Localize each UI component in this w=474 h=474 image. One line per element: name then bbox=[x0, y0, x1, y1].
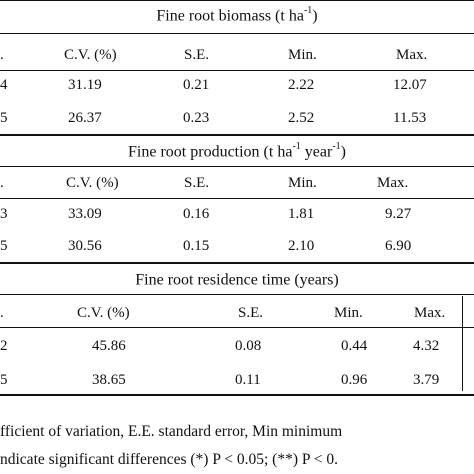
footnote-line-2: ndicate significant differences (*) P < … bbox=[0, 451, 339, 468]
section-3-header-rule bbox=[0, 327, 474, 329]
section-3-header-max: Max. bbox=[414, 305, 446, 321]
cell-max: 11.53 bbox=[393, 110, 427, 126]
row-label: 5 bbox=[0, 110, 8, 126]
cell-max: 4.32 bbox=[413, 338, 440, 354]
section-2-header-min: Min. bbox=[288, 175, 317, 191]
row-label: 2 bbox=[0, 338, 8, 354]
cell-max: 3.79 bbox=[413, 372, 440, 388]
section-1-header-max: Max. bbox=[396, 47, 428, 63]
cell-min: 2.52 bbox=[288, 110, 315, 126]
section-1-header-label: . bbox=[0, 47, 4, 63]
section-1-header-rule bbox=[0, 70, 474, 72]
cell-cv: 30.56 bbox=[68, 238, 102, 254]
section-1-header-cv: C.V. (%) bbox=[64, 47, 117, 63]
row-label: 4 bbox=[0, 77, 8, 93]
section-3-header-cv: C.V. (%) bbox=[77, 305, 130, 321]
cell-cv: 45.86 bbox=[92, 338, 126, 354]
footnote-line-1: fficient of variation, E.E. standard err… bbox=[0, 423, 343, 440]
section-2-header-cv: C.V. (%) bbox=[66, 175, 119, 191]
cell-cv: 31.19 bbox=[68, 77, 102, 93]
cell-min: 1.81 bbox=[288, 206, 315, 222]
section-2-header-label: . bbox=[0, 175, 4, 191]
section-1-header-min: Min. bbox=[288, 47, 317, 63]
section-2-bottom-rule bbox=[0, 262, 474, 264]
section-3-header-label: . bbox=[0, 305, 4, 321]
cell-cv: 33.09 bbox=[68, 206, 102, 222]
section-1-top-rule bbox=[0, 0, 474, 2]
cell-max: 12.07 bbox=[393, 77, 427, 93]
cell-max: 6.90 bbox=[385, 238, 412, 254]
cell-min: 2.22 bbox=[288, 77, 315, 93]
cell-se: 0.15 bbox=[183, 238, 210, 254]
section-3-right-edge-line bbox=[462, 296, 463, 391]
cell-se: 0.08 bbox=[235, 338, 262, 354]
cell-min: 0.96 bbox=[341, 372, 368, 388]
section-2-header-max: Max. bbox=[377, 175, 409, 191]
row-label: 3 bbox=[0, 206, 8, 222]
section-1-bottom-rule bbox=[0, 134, 474, 136]
cell-se: 0.23 bbox=[183, 110, 210, 126]
section-2-header-se: S.E. bbox=[184, 175, 210, 191]
cell-cv: 38.65 bbox=[92, 372, 126, 388]
cell-se: 0.16 bbox=[183, 206, 210, 222]
cell-min: 2.10 bbox=[288, 238, 315, 254]
section-3-title-rule bbox=[0, 294, 474, 296]
cell-max: 9.27 bbox=[385, 206, 412, 222]
section-2-title: Fine root production (t ha-1 year-1) bbox=[128, 141, 346, 161]
section-3-header-min: Min. bbox=[334, 305, 363, 321]
section-2-header-rule bbox=[0, 198, 474, 200]
cell-se: 0.21 bbox=[183, 77, 210, 93]
section-1-header-se: S.E. bbox=[184, 47, 210, 63]
row-label: 5 bbox=[0, 372, 8, 388]
row-label: 5 bbox=[0, 238, 8, 254]
section-2-title-rule bbox=[0, 166, 474, 168]
section-3-bottom-rule bbox=[0, 394, 474, 396]
section-3-header-se: S.E. bbox=[238, 305, 264, 321]
cell-min: 0.44 bbox=[341, 338, 368, 354]
cell-cv: 26.37 bbox=[68, 110, 102, 126]
cell-se: 0.11 bbox=[235, 372, 261, 388]
section-3-title: Fine root residence time (years) bbox=[135, 271, 339, 289]
section-1-title: Fine root biomass (t ha-1) bbox=[156, 5, 318, 25]
section-1-title-rule bbox=[0, 33, 474, 35]
